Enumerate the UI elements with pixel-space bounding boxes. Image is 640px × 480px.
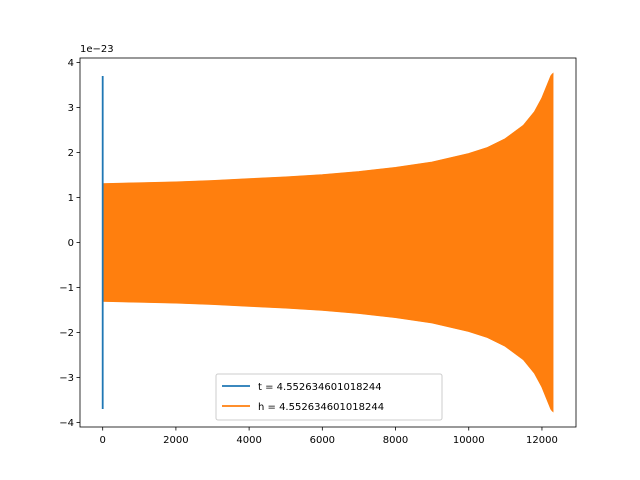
x-tick-label: 0	[100, 435, 106, 446]
legend: t = 4.552634601018244 h = 4.5526346010182…	[215, 373, 443, 421]
x-tick-label: 12000	[526, 435, 558, 446]
y-tick-label: 1	[68, 193, 74, 204]
x-tick-label: 4000	[236, 435, 261, 446]
y-tick-label: −1	[59, 283, 74, 294]
y-tick-label: 3	[68, 103, 74, 114]
y-tick-label: 0	[68, 238, 74, 249]
plot-area	[101, 72, 554, 413]
x-tick-label: 2000	[163, 435, 188, 446]
x-tick-label: 6000	[310, 435, 335, 446]
legend-label: h = 4.552634601018244	[258, 402, 384, 413]
x-tick-label: 10000	[453, 435, 485, 446]
y-offset-label: 1e−23	[80, 44, 114, 55]
legend-label: t = 4.552634601018244	[258, 382, 382, 393]
y-tick-label: 4	[68, 58, 74, 69]
y-tick-label: 2	[68, 148, 74, 159]
y-tick-label: −4	[59, 418, 74, 429]
x-tick-label: 8000	[383, 435, 408, 446]
legend-box	[215, 373, 443, 421]
y-tick-label: −3	[59, 373, 74, 384]
series-h-upper-line	[102, 73, 554, 185]
axes: 0 2000 4000 6000 8000 10000 12000 4 3 2 1 0 −1 −2 −3 −4	[59, 57, 577, 446]
series-h-lower-line	[102, 300, 554, 412]
y-tick-label: −2	[59, 328, 74, 339]
